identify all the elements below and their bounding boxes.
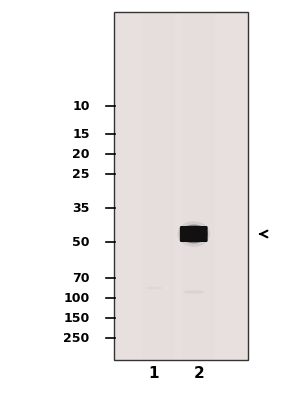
Bar	[160, 12, 175, 360]
Text: 15: 15	[72, 128, 90, 140]
Ellipse shape	[177, 221, 210, 247]
Text: 35: 35	[72, 202, 90, 214]
Text: 10: 10	[72, 100, 90, 112]
Bar	[142, 12, 160, 360]
Bar	[114, 12, 248, 360]
FancyBboxPatch shape	[180, 226, 208, 242]
Text: 100: 100	[63, 292, 90, 304]
Bar	[200, 12, 215, 360]
Text: 2: 2	[193, 366, 204, 382]
Text: 25: 25	[72, 168, 90, 180]
Text: 20: 20	[72, 148, 90, 160]
Text: 50: 50	[72, 236, 90, 248]
Text: 150: 150	[63, 312, 90, 324]
Ellipse shape	[145, 287, 163, 289]
Ellipse shape	[183, 290, 204, 294]
Bar	[182, 12, 200, 360]
Ellipse shape	[180, 225, 208, 243]
Text: 70: 70	[72, 272, 90, 284]
Text: 250: 250	[63, 332, 90, 344]
Text: 1: 1	[149, 366, 159, 382]
